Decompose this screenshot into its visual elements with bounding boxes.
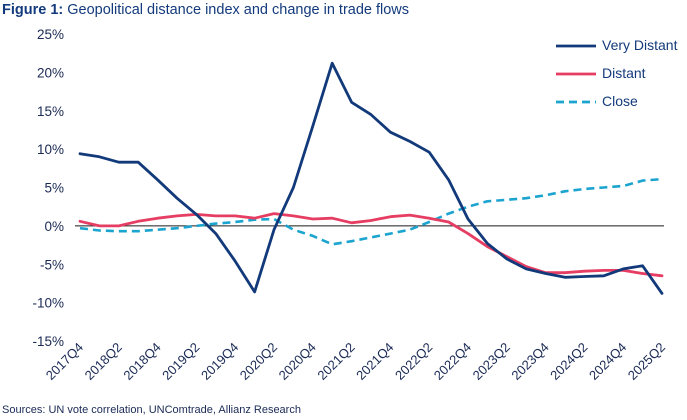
- legend-swatches: [556, 44, 596, 104]
- y-tick-label: 20%: [37, 65, 64, 80]
- x-tick-label: 2021Q2: [314, 340, 357, 383]
- x-tick-label: 2020Q4: [276, 340, 319, 383]
- x-tick-label: 2025Q2: [625, 340, 668, 383]
- y-tick-label: 25%: [37, 27, 64, 42]
- y-axis-labels: -15% -10% -5% 0% 5% 10% 15% 20% 25%: [32, 27, 64, 349]
- x-tick-label: 2024Q4: [586, 340, 629, 383]
- legend-label-very-distant: Very Distant: [602, 37, 678, 53]
- x-tick-label: 2021Q4: [353, 340, 396, 383]
- x-axis-labels: 2017Q42018Q22018Q42019Q22019Q42020Q22020…: [43, 340, 668, 383]
- x-tick-label: 2024Q2: [547, 340, 590, 383]
- y-tick-label: 15%: [37, 104, 64, 119]
- x-tick-label: 2019Q2: [159, 340, 202, 383]
- y-tick-label: -15%: [32, 334, 64, 349]
- chart-title-text: Geopolitical distance index and change i…: [63, 2, 410, 18]
- x-tick-label: 2022Q4: [431, 340, 474, 383]
- legend-label-close: Close: [602, 93, 638, 109]
- x-tick-label: 2020Q2: [237, 340, 280, 383]
- x-tick-label: 2018Q2: [82, 340, 125, 383]
- y-tick-label: -10%: [32, 296, 64, 311]
- y-tick-label: 5%: [44, 181, 64, 196]
- y-tick-label: -5%: [40, 257, 64, 272]
- series-lines: [78, 61, 664, 295]
- legend-label-distant: Distant: [602, 65, 646, 81]
- source-note: Sources: UN vote correlation, UNComtrade…: [2, 404, 301, 416]
- series-line-very-distant: [78, 61, 664, 295]
- series-line-close: [79, 177, 663, 246]
- x-tick-label: 2023Q2: [470, 340, 513, 383]
- x-tick-label: 2019Q4: [198, 340, 241, 383]
- x-tick-label: 2018Q4: [120, 340, 163, 383]
- chart-title-prefix: Figure 1:: [2, 2, 64, 18]
- x-tick-label: 2023Q4: [508, 340, 551, 383]
- y-tick-label: 0%: [44, 219, 64, 234]
- y-tick-label: 10%: [37, 142, 64, 157]
- series-line-distant: [78, 212, 664, 278]
- x-tick-label: 2022Q2: [392, 340, 435, 383]
- chart-title: Figure 1: Geopolitical distance index an…: [2, 2, 409, 18]
